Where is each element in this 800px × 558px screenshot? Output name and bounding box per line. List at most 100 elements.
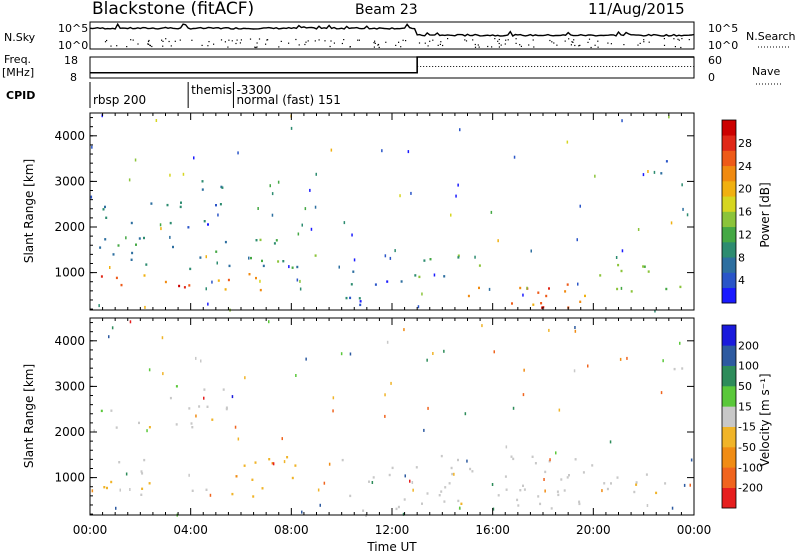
sparse-cell	[660, 391, 663, 395]
nsearch-point	[564, 40, 566, 42]
data-cell	[372, 476, 375, 479]
sparse-cell	[257, 207, 259, 210]
nsearch-point	[148, 39, 150, 42]
nsearch-point	[201, 44, 203, 46]
data-cell	[578, 500, 581, 503]
nsearch-point	[579, 44, 581, 46]
sparse-cell	[671, 506, 674, 510]
data-cell	[104, 238, 107, 241]
colorbar-swatch	[722, 487, 736, 509]
x-tick-label: 16:00	[475, 523, 510, 537]
nsearch-point	[532, 39, 534, 41]
data-cell	[448, 482, 451, 485]
data-cell	[457, 256, 460, 259]
data-cell	[531, 455, 534, 458]
nsearch-point	[220, 39, 223, 41]
data-cell	[451, 472, 454, 476]
data-cell	[138, 421, 140, 425]
data-cell	[222, 388, 225, 391]
data-cell	[294, 464, 297, 467]
nsearch-point	[515, 42, 517, 44]
sparse-cell	[668, 115, 670, 119]
sparse-cell	[195, 356, 197, 360]
sparse-cell	[159, 223, 162, 227]
data-cell	[599, 274, 602, 277]
data-cell	[655, 491, 658, 495]
sparse-cell	[459, 506, 461, 510]
data-cell	[645, 473, 648, 476]
nsearch-point	[333, 42, 335, 44]
nsky-panel: N.Sky 10^5 10^0 10^5 10^0 N.Search	[4, 21, 796, 52]
data-cell	[100, 409, 103, 413]
sparse-cell	[513, 155, 516, 159]
data-cell	[345, 296, 348, 300]
data-cell	[556, 490, 559, 493]
nsearch-point	[377, 43, 380, 46]
nsky-tick-bottom-right: 10^0	[708, 39, 738, 52]
nsearch-point	[329, 45, 331, 48]
data-cell	[225, 406, 228, 409]
nsearch-point	[680, 46, 682, 49]
nsearch-point	[607, 42, 609, 44]
data-cell	[349, 296, 352, 300]
data-cell	[206, 405, 209, 408]
sparse-cell	[338, 265, 340, 269]
colorbar-tick-label: 4	[738, 274, 745, 287]
data-cell	[180, 201, 182, 204]
data-cell	[582, 471, 585, 474]
sparse-cell	[169, 173, 171, 177]
nsearch-point	[500, 44, 502, 46]
data-cell	[642, 265, 645, 268]
nsearch-point	[240, 39, 242, 41]
sparse-cell	[453, 472, 455, 476]
data-cell	[191, 426, 194, 429]
nsearch-point	[149, 45, 151, 47]
data-cell	[201, 188, 204, 191]
data-cell	[574, 458, 577, 461]
sparse-cell	[301, 510, 303, 514]
sparse-cell	[277, 180, 280, 184]
data-cell	[532, 303, 535, 306]
colorbar-swatch	[722, 181, 736, 197]
nsearch-point	[398, 41, 400, 43]
data-cell	[183, 286, 186, 289]
nsky-label: N.Sky	[4, 31, 36, 44]
data-cell	[450, 466, 453, 470]
nsky-series-line	[89, 22, 695, 37]
data-cell	[140, 470, 143, 473]
data-cell	[423, 259, 426, 262]
data-cell	[102, 208, 105, 211]
sparse-cell	[315, 172, 317, 176]
sparse-cell	[558, 408, 561, 412]
nave-label: Nave	[752, 65, 780, 78]
cpid-entry: -3300	[236, 83, 271, 97]
data-cell	[169, 396, 172, 400]
sparse-cell	[426, 358, 428, 362]
nsearch-point	[236, 39, 238, 41]
data-cell	[100, 275, 103, 278]
sparse-cell	[455, 194, 457, 198]
data-cell	[219, 203, 222, 206]
y-tick-label: 1000	[54, 266, 85, 280]
sparse-cell	[211, 280, 213, 284]
nsearch-point	[677, 38, 679, 40]
sparse-cell	[654, 309, 656, 313]
nsearch-point	[265, 43, 267, 45]
x-axis-label: Time UT	[366, 540, 417, 554]
data-cell	[469, 467, 472, 471]
sparse-cell	[407, 150, 410, 154]
sparse-cell	[314, 205, 317, 209]
data-cell	[166, 203, 169, 207]
colorbar-swatch	[722, 135, 736, 151]
freq-panel: Freq. [MHz] 18 8 60 0 Nave	[2, 53, 782, 85]
nsearch-point	[130, 39, 132, 41]
data-cell	[633, 490, 636, 494]
sparse-cell	[129, 320, 132, 324]
nsearch-point	[472, 39, 474, 41]
sparse-cell	[290, 126, 293, 130]
colorbar-swatch	[722, 426, 736, 448]
sparse-cell	[299, 287, 302, 291]
nsearch-point	[515, 38, 517, 40]
nsearch-point	[395, 44, 397, 46]
data-cell	[606, 487, 609, 491]
